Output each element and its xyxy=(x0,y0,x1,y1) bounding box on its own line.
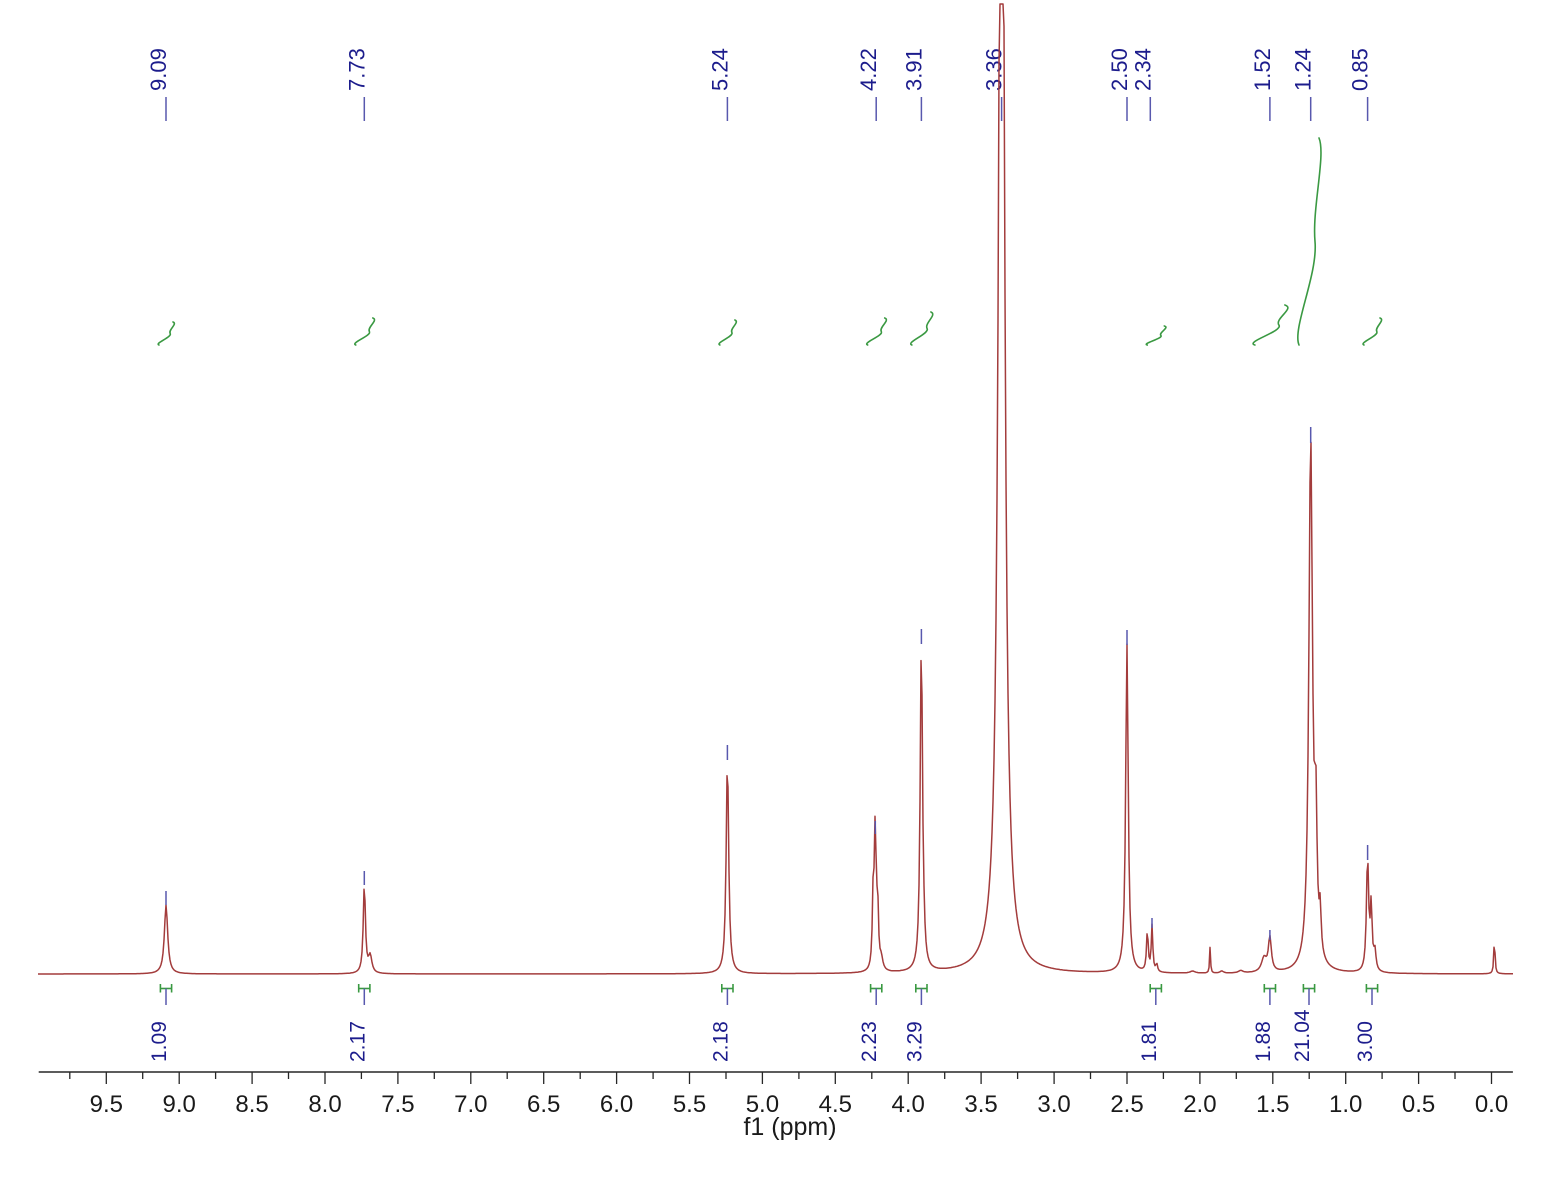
svg-text:3.29: 3.29 xyxy=(903,1021,926,1062)
svg-text:2.23: 2.23 xyxy=(858,1021,881,1062)
svg-text:1.88: 1.88 xyxy=(1252,1021,1275,1062)
svg-text:4.22: 4.22 xyxy=(856,48,881,91)
svg-text:2.18: 2.18 xyxy=(709,1021,732,1062)
svg-text:7.73: 7.73 xyxy=(344,48,369,91)
svg-text:6.5: 6.5 xyxy=(527,1091,560,1118)
svg-text:2.0: 2.0 xyxy=(1183,1091,1216,1118)
svg-text:3.00: 3.00 xyxy=(1354,1021,1377,1062)
svg-text:0.85: 0.85 xyxy=(1348,48,1373,91)
svg-text:7.0: 7.0 xyxy=(454,1091,487,1118)
svg-text:8.0: 8.0 xyxy=(308,1091,341,1118)
svg-text:3.36: 3.36 xyxy=(982,48,1007,91)
svg-text:3.5: 3.5 xyxy=(964,1091,997,1118)
svg-text:9.5: 9.5 xyxy=(90,1091,123,1118)
svg-text:21.04: 21.04 xyxy=(1291,1009,1314,1062)
svg-text:2.5: 2.5 xyxy=(1110,1091,1143,1118)
svg-text:0.5: 0.5 xyxy=(1402,1091,1435,1118)
svg-text:3.91: 3.91 xyxy=(901,48,926,91)
svg-text:6.0: 6.0 xyxy=(600,1091,633,1118)
svg-text:7.5: 7.5 xyxy=(381,1091,414,1118)
svg-text:2.34: 2.34 xyxy=(1130,48,1155,91)
svg-text:9.09: 9.09 xyxy=(146,48,171,91)
svg-text:f1 (ppm): f1 (ppm) xyxy=(743,1113,836,1141)
svg-text:3.0: 3.0 xyxy=(1037,1091,1070,1118)
svg-text:2.17: 2.17 xyxy=(346,1021,369,1062)
svg-text:5.24: 5.24 xyxy=(707,48,732,91)
svg-text:4.0: 4.0 xyxy=(892,1091,925,1118)
svg-text:1.5: 1.5 xyxy=(1256,1091,1289,1118)
svg-text:2.50: 2.50 xyxy=(1107,48,1132,91)
svg-text:1.0: 1.0 xyxy=(1329,1091,1362,1118)
svg-text:9.0: 9.0 xyxy=(163,1091,196,1118)
svg-text:1.24: 1.24 xyxy=(1291,48,1316,91)
svg-text:5.5: 5.5 xyxy=(673,1091,706,1118)
svg-text:1.09: 1.09 xyxy=(148,1021,171,1062)
svg-text:1.81: 1.81 xyxy=(1138,1021,1161,1062)
svg-text:1.52: 1.52 xyxy=(1250,48,1275,91)
svg-text:8.5: 8.5 xyxy=(235,1091,268,1118)
svg-text:0.0: 0.0 xyxy=(1475,1091,1508,1118)
